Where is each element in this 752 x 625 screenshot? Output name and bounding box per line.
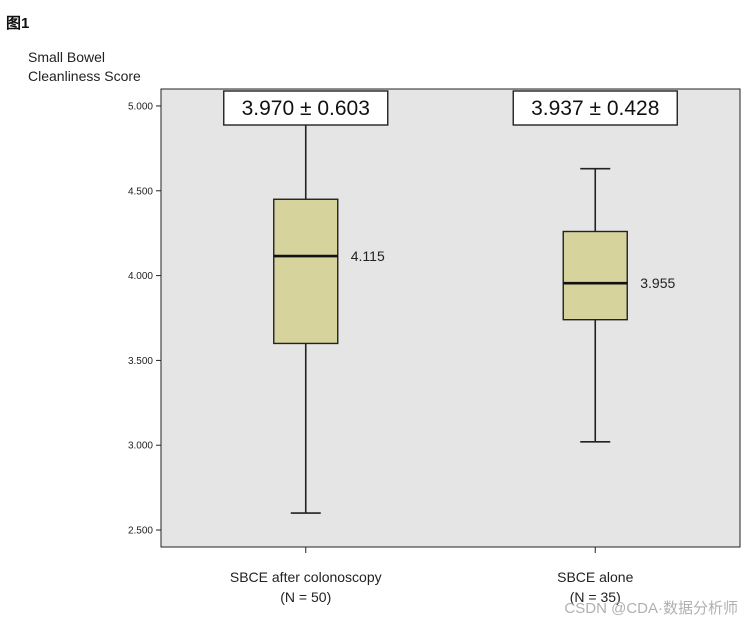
y-tick-label: 2.500 — [128, 526, 153, 537]
mean-sd-annotation-box — [512, 90, 678, 126]
mean-sd-annotation: 3.937 ± 0.428 — [531, 97, 659, 120]
category-label: SBCE alone — [557, 569, 633, 585]
mean-sd-annotation-box — [223, 90, 389, 126]
category-label: SBCE after colonoscopy — [230, 569, 382, 585]
category-sample-size: (N = 35) — [570, 589, 621, 605]
y-tick-label: 3.000 — [128, 441, 153, 452]
interquartile-box — [273, 198, 339, 345]
y-axis: 2.500 3.000 3.500 4.000 4.500 5.000 — [128, 101, 161, 537]
y-axis-label: Small Bowel Cleanliness Score — [28, 48, 141, 86]
y-axis-label-line-1: Small Bowel — [28, 49, 106, 65]
box-group: 3.955 3.937 ± 0.428 SBCE alone (N = 35) — [512, 90, 678, 605]
watermark-text: CSDN @CDA·数据分析师 — [564, 600, 738, 617]
median-label: 4.115 — [351, 248, 385, 264]
mean-sd-annotation: 3.970 ± 0.603 — [242, 97, 370, 120]
box-group: 4.115 3.970 ± 0.603 SBCE after colonoscopy… — [223, 90, 389, 605]
box-plot-groups: 4.115 3.970 ± 0.603 SBCE after colonoscopy… — [223, 90, 678, 605]
interquartile-box — [562, 230, 628, 321]
y-tick-label: 3.500 — [128, 356, 153, 367]
median-label: 3.955 — [640, 275, 675, 291]
y-tick-label: 4.500 — [128, 186, 153, 197]
category-sample-size: (N = 50) — [280, 589, 331, 605]
y-tick-label: 4.000 — [128, 271, 153, 282]
y-axis-label-line-2: Cleanliness Score — [28, 68, 141, 84]
y-tick-label: 5.000 — [128, 101, 153, 112]
plot-area — [160, 88, 741, 548]
figure-label: 图1 — [6, 15, 30, 32]
